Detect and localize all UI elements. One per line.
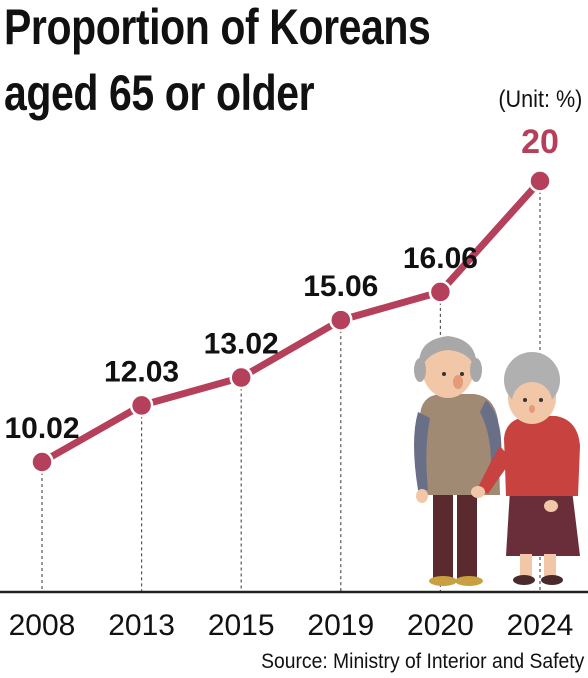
grandmother-figure xyxy=(471,352,580,585)
data-label: 13.02 xyxy=(204,328,279,361)
x-tick-label: 2015 xyxy=(208,609,275,642)
elderly-couple-illustration xyxy=(414,336,580,586)
data-point xyxy=(30,450,54,474)
data-label: 15.06 xyxy=(303,270,378,303)
data-point xyxy=(229,365,253,390)
data-labels: 10.02 12.03 13.02 15.06 16.06 20 xyxy=(4,123,558,445)
data-label: 10.02 xyxy=(4,412,79,445)
unit-label: (Unit: %) xyxy=(497,86,582,113)
x-tick-label: 2013 xyxy=(108,609,175,642)
series-line xyxy=(38,177,544,466)
data-point xyxy=(428,280,453,304)
x-tick-label: 2019 xyxy=(307,609,374,642)
x-tick-labels: 2008 2013 2015 2019 2020 2024 xyxy=(9,609,574,642)
grandfather-figure xyxy=(414,336,502,586)
source-note: Source: Ministry of Interior and Safety xyxy=(260,650,584,673)
data-label: 20 xyxy=(521,123,559,161)
data-point xyxy=(129,393,154,418)
data-label: 12.03 xyxy=(104,355,179,388)
x-tick-label: 2024 xyxy=(507,609,574,642)
chart-title-line-1: Proportion of Koreans xyxy=(4,0,431,55)
x-tick-label: 2008 xyxy=(9,609,76,642)
x-tick-label: 2020 xyxy=(407,609,474,642)
data-label: 16.06 xyxy=(403,242,478,275)
data-point xyxy=(329,308,353,332)
chart-title-line-2: aged 65 or older xyxy=(4,65,315,121)
data-point xyxy=(528,169,552,193)
data-points xyxy=(30,169,552,474)
